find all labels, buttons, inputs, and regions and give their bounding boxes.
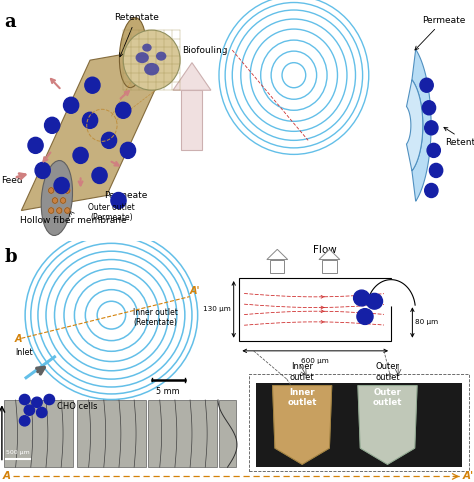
Text: Outer outlet
(Permeate): Outer outlet (Permeate) bbox=[88, 203, 135, 223]
FancyBboxPatch shape bbox=[270, 259, 284, 272]
Text: A: A bbox=[14, 334, 22, 344]
Circle shape bbox=[57, 187, 62, 193]
Circle shape bbox=[28, 137, 43, 153]
Circle shape bbox=[85, 77, 100, 93]
Circle shape bbox=[49, 187, 54, 193]
Circle shape bbox=[64, 97, 79, 113]
Ellipse shape bbox=[142, 43, 152, 52]
FancyBboxPatch shape bbox=[249, 374, 469, 471]
FancyArrowPatch shape bbox=[120, 91, 129, 98]
Text: CHO cells: CHO cells bbox=[57, 402, 97, 412]
Text: Inlet: Inlet bbox=[15, 348, 33, 357]
Text: Retentate: Retentate bbox=[114, 13, 159, 57]
Text: Inner outlet
(Retentate): Inner outlet (Retentate) bbox=[133, 308, 178, 327]
FancyBboxPatch shape bbox=[239, 278, 391, 341]
Text: 500 μm: 500 μm bbox=[6, 450, 30, 455]
Polygon shape bbox=[319, 249, 340, 259]
Text: A': A' bbox=[190, 286, 200, 296]
Circle shape bbox=[65, 187, 70, 193]
Circle shape bbox=[420, 78, 433, 92]
Circle shape bbox=[65, 208, 70, 214]
Circle shape bbox=[24, 405, 35, 415]
FancyArrowPatch shape bbox=[111, 161, 118, 165]
Circle shape bbox=[19, 394, 30, 404]
Text: Permeate: Permeate bbox=[415, 15, 465, 50]
Text: a: a bbox=[5, 13, 17, 30]
Text: Retentate: Retentate bbox=[444, 127, 474, 147]
Circle shape bbox=[32, 397, 42, 407]
Polygon shape bbox=[21, 45, 175, 211]
FancyArrowPatch shape bbox=[79, 178, 82, 186]
FancyBboxPatch shape bbox=[256, 383, 462, 467]
Circle shape bbox=[49, 208, 54, 214]
Text: Inner
outlet: Inner outlet bbox=[287, 388, 317, 407]
FancyArrowPatch shape bbox=[17, 174, 25, 179]
Text: 80 μm: 80 μm bbox=[415, 320, 438, 325]
Text: b: b bbox=[5, 248, 18, 266]
Text: 600 μm: 600 μm bbox=[301, 358, 329, 364]
Polygon shape bbox=[407, 80, 423, 171]
Ellipse shape bbox=[136, 52, 149, 63]
Polygon shape bbox=[273, 386, 332, 464]
Text: Inner
outlet: Inner outlet bbox=[290, 362, 314, 382]
FancyBboxPatch shape bbox=[219, 400, 236, 467]
Circle shape bbox=[425, 121, 438, 135]
Polygon shape bbox=[412, 49, 431, 201]
Polygon shape bbox=[173, 63, 211, 90]
Text: Flow: Flow bbox=[313, 244, 337, 254]
Polygon shape bbox=[358, 386, 417, 464]
Text: 5 mm: 5 mm bbox=[156, 387, 180, 396]
Circle shape bbox=[366, 294, 383, 309]
FancyBboxPatch shape bbox=[4, 400, 73, 467]
Circle shape bbox=[111, 192, 126, 209]
Circle shape bbox=[61, 198, 65, 203]
Circle shape bbox=[36, 407, 47, 417]
FancyBboxPatch shape bbox=[77, 400, 146, 467]
FancyArrowPatch shape bbox=[44, 153, 50, 161]
Circle shape bbox=[354, 290, 370, 306]
Text: Outer
outlet: Outer outlet bbox=[373, 388, 402, 407]
Polygon shape bbox=[358, 386, 417, 464]
Ellipse shape bbox=[144, 63, 159, 76]
Polygon shape bbox=[273, 386, 332, 464]
Circle shape bbox=[54, 177, 69, 193]
Circle shape bbox=[422, 101, 436, 115]
FancyBboxPatch shape bbox=[181, 90, 202, 150]
FancyArrowPatch shape bbox=[51, 79, 60, 88]
Text: Permeate: Permeate bbox=[104, 191, 148, 200]
Text: 130 μm: 130 μm bbox=[203, 307, 231, 312]
Circle shape bbox=[101, 133, 117, 148]
Text: Outer
outlet: Outer outlet bbox=[375, 362, 400, 382]
Circle shape bbox=[19, 415, 30, 426]
Circle shape bbox=[45, 117, 60, 134]
Circle shape bbox=[120, 142, 136, 159]
Text: A: A bbox=[3, 471, 11, 482]
Circle shape bbox=[35, 162, 50, 178]
Text: Biofouling: Biofouling bbox=[182, 46, 228, 54]
Circle shape bbox=[425, 184, 438, 198]
Circle shape bbox=[427, 143, 440, 158]
Ellipse shape bbox=[119, 18, 146, 88]
Ellipse shape bbox=[41, 161, 73, 236]
Circle shape bbox=[429, 163, 443, 177]
Circle shape bbox=[92, 167, 107, 184]
FancyBboxPatch shape bbox=[148, 400, 217, 467]
Circle shape bbox=[357, 308, 373, 324]
Text: Hollow fiber membrane: Hollow fiber membrane bbox=[20, 216, 127, 225]
Circle shape bbox=[53, 198, 58, 203]
Circle shape bbox=[123, 30, 180, 90]
Text: A': A' bbox=[463, 471, 474, 482]
Circle shape bbox=[82, 112, 98, 128]
Circle shape bbox=[73, 147, 88, 163]
Circle shape bbox=[57, 208, 62, 214]
Text: Feed: Feed bbox=[1, 176, 23, 185]
FancyBboxPatch shape bbox=[322, 259, 337, 272]
Circle shape bbox=[116, 102, 131, 118]
FancyArrowPatch shape bbox=[37, 367, 44, 374]
Ellipse shape bbox=[156, 52, 166, 61]
Polygon shape bbox=[267, 249, 288, 259]
Circle shape bbox=[44, 394, 55, 404]
